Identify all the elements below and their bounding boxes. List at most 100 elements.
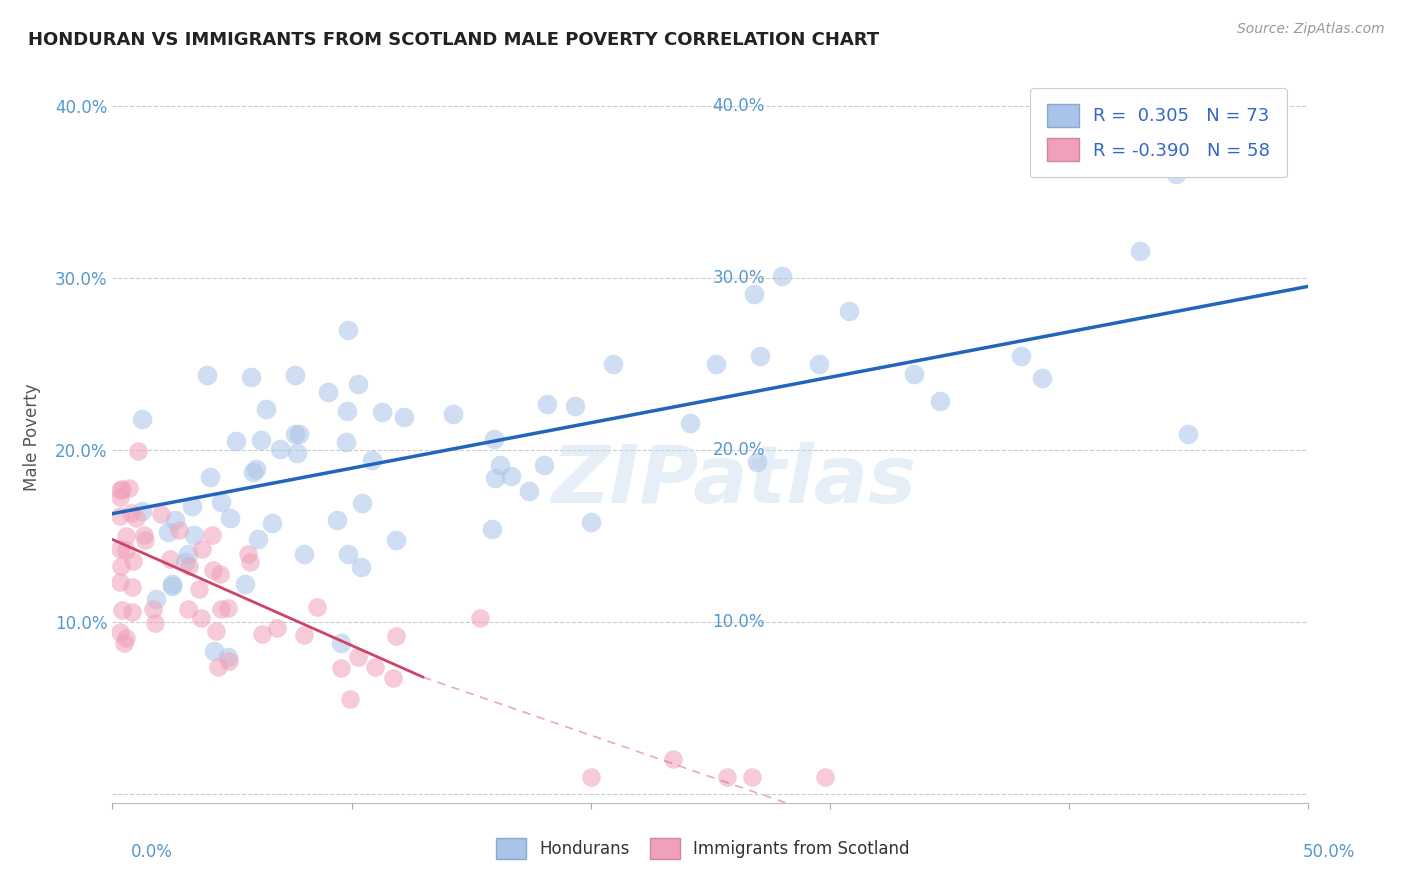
Point — [347, 649, 370, 664]
Point — [1010, 350, 1032, 364]
Point — [162, 577, 184, 591]
Point — [240, 369, 263, 384]
Point — [219, 511, 242, 525]
Point — [245, 462, 267, 476]
Text: 10.0%: 10.0% — [713, 613, 765, 632]
Point — [1129, 244, 1152, 259]
Point — [181, 499, 204, 513]
Point — [108, 541, 131, 556]
Point — [499, 469, 522, 483]
Point — [742, 286, 765, 301]
Point — [441, 407, 464, 421]
Point — [484, 471, 506, 485]
Point — [316, 385, 339, 400]
Point — [108, 490, 131, 504]
Point — [284, 426, 307, 441]
Point — [745, 455, 768, 469]
Point — [481, 523, 503, 537]
Text: HONDURAN VS IMMIGRANTS FROM SCOTLAND MALE POVERTY CORRELATION CHART: HONDURAN VS IMMIGRANTS FROM SCOTLAND MAL… — [28, 31, 879, 49]
Point — [195, 368, 218, 382]
Point — [108, 575, 131, 590]
Point — [174, 555, 197, 569]
Point — [110, 559, 132, 574]
Point — [533, 458, 555, 473]
Point — [143, 615, 166, 630]
Point — [209, 494, 232, 508]
Point — [1177, 427, 1199, 442]
Point — [159, 552, 181, 566]
Point — [371, 405, 394, 419]
Point — [361, 452, 384, 467]
Text: 50.0%: 50.0% — [1302, 843, 1355, 861]
Point — [145, 592, 167, 607]
Point — [115, 529, 138, 543]
Text: 0.0%: 0.0% — [131, 843, 173, 861]
Point — [679, 416, 702, 430]
Point — [115, 631, 138, 645]
Point — [163, 513, 186, 527]
Point — [134, 528, 156, 542]
Point — [218, 649, 240, 664]
Point — [364, 660, 387, 674]
Text: ZIPatlas: ZIPatlas — [551, 442, 917, 520]
Point — [330, 636, 353, 650]
Point — [602, 357, 624, 371]
Point — [120, 506, 142, 520]
Point — [489, 458, 512, 473]
Point — [225, 434, 247, 449]
Point — [188, 582, 211, 596]
Point — [156, 524, 179, 539]
Point — [125, 510, 148, 524]
Legend: Hondurans, Immigrants from Scotland: Hondurans, Immigrants from Scotland — [488, 830, 918, 868]
Point — [325, 512, 347, 526]
Point — [254, 402, 277, 417]
Point — [337, 323, 360, 337]
Text: Source: ZipAtlas.com: Source: ZipAtlas.com — [1237, 22, 1385, 37]
Point — [177, 602, 200, 616]
Point — [108, 625, 131, 640]
Point — [336, 547, 359, 561]
Text: 40.0%: 40.0% — [713, 96, 765, 115]
Point — [233, 577, 256, 591]
Point — [305, 600, 328, 615]
Point — [579, 515, 602, 529]
Point — [202, 644, 225, 658]
Y-axis label: Male Poverty: Male Poverty — [24, 384, 41, 491]
Point — [1031, 371, 1053, 385]
Point — [285, 446, 308, 460]
Point — [201, 528, 224, 542]
Point — [384, 629, 406, 643]
Point — [814, 770, 837, 784]
Point — [482, 432, 505, 446]
Point — [121, 580, 143, 594]
Point — [266, 621, 288, 635]
Point — [807, 357, 830, 371]
Point — [770, 268, 793, 283]
Point — [662, 752, 685, 766]
Point — [142, 602, 165, 616]
Point — [111, 482, 134, 496]
Point — [392, 410, 415, 425]
Point — [292, 628, 315, 642]
Point — [335, 434, 357, 449]
Legend: R =  0.305   N = 73, R = -0.390   N = 58: R = 0.305 N = 73, R = -0.390 N = 58 — [1031, 87, 1286, 178]
Point — [269, 442, 291, 456]
Point — [118, 481, 141, 495]
Point — [217, 601, 239, 615]
Point — [179, 559, 201, 574]
Point — [741, 770, 763, 784]
Point — [202, 563, 225, 577]
Point — [517, 483, 540, 498]
Point — [205, 624, 228, 638]
Point — [121, 605, 143, 619]
Point — [716, 770, 738, 784]
Point — [200, 469, 222, 483]
Point — [381, 671, 404, 685]
Point — [209, 601, 232, 615]
Point — [247, 533, 270, 547]
Point — [749, 349, 772, 363]
Point — [330, 661, 353, 675]
Point — [207, 660, 229, 674]
Point — [352, 496, 374, 510]
Point — [115, 543, 138, 558]
